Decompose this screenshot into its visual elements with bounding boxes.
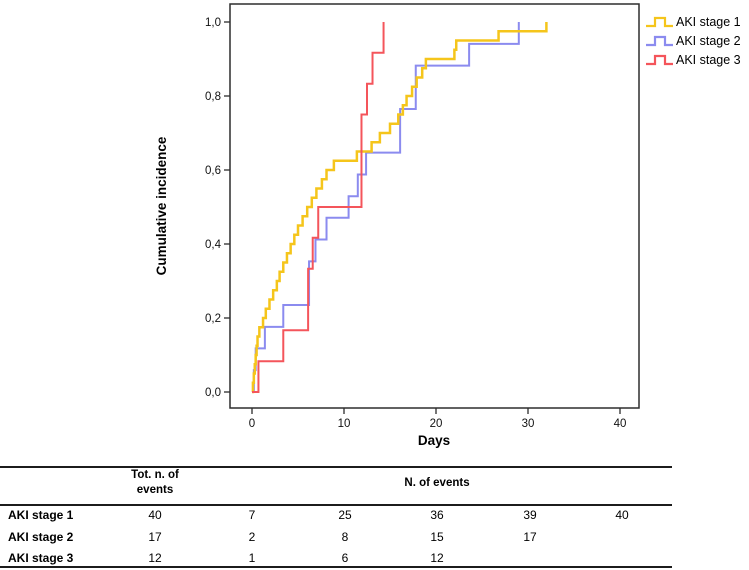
- table-cell-events: 12: [430, 551, 444, 565]
- table-cell-events: 39: [523, 508, 537, 522]
- y-tick-label: 0,4: [205, 239, 222, 251]
- series-line-aki-stage-1: [251, 22, 548, 394]
- col-header-total-line1: Tot. n. of: [131, 469, 179, 481]
- table-cell-events: 17: [523, 530, 537, 544]
- table-cell-events: 25: [338, 508, 352, 522]
- y-axis-title: Cumulative incidence: [154, 136, 169, 275]
- chart-legend: AKI stage 1 AKI stage 2 AKI stage 3: [645, 12, 741, 69]
- series-line-aki-stage-2: [252, 22, 520, 393]
- y-tick-label: 0,2: [205, 313, 221, 325]
- y-tick-label: 0,8: [205, 91, 221, 103]
- legend-line-glyph: [646, 35, 673, 46]
- legend-label: AKI stage 1: [676, 14, 741, 29]
- table-cell-total: 17: [148, 530, 162, 544]
- legend-step-line-icon: [646, 35, 673, 46]
- y-tick-label: 1,0: [205, 17, 221, 29]
- legend-step-line-icon: [646, 54, 673, 65]
- table-cell-events: 6: [341, 551, 349, 565]
- x-axis-title: Days: [418, 433, 450, 448]
- table-cell-total: 12: [148, 551, 162, 565]
- table-cell-events: 15: [430, 530, 444, 544]
- table-cell-events: 40: [615, 508, 629, 522]
- table-row-label: AKI stage 1: [8, 508, 74, 522]
- table-rule-mid: [0, 504, 672, 506]
- col-header-total-line2: events: [136, 484, 174, 496]
- table-cell-total: 40: [148, 508, 162, 522]
- axis-ticks: 0 10 20 30 40 0,0 0,2 0,4 0,6 0,8 1,0: [205, 17, 626, 430]
- series-line-aki-stage-3: [252, 22, 385, 393]
- y-tick-label: 0,6: [205, 165, 221, 177]
- legend-step-line-icon: [646, 16, 673, 27]
- table-cell-events: 7: [248, 508, 256, 522]
- col-header-events: N. of events: [404, 477, 470, 489]
- table-cell-events: 2: [248, 530, 256, 544]
- table-cell-events: 1: [248, 551, 256, 565]
- table-cell-events: 36: [430, 508, 444, 522]
- legend-item: AKI stage 1: [645, 12, 741, 31]
- table-row-label: AKI stage 2: [8, 530, 74, 544]
- y-tick-label: 0,0: [205, 387, 221, 399]
- legend-line-glyph: [646, 54, 673, 65]
- cumulative-incidence-chart: 0 10 20 30 40 0,0 0,2 0,4 0,6 0,8 1,0 Days Cumulat…: [154, 3, 640, 448]
- legend-label: AKI stage 3: [676, 52, 741, 67]
- legend-line-glyph: [646, 16, 673, 27]
- legend-label: AKI stage 2: [676, 33, 741, 48]
- table-rule-top: [0, 466, 672, 468]
- legend-item: AKI stage 3: [645, 50, 741, 69]
- x-tick-label: 40: [614, 418, 627, 430]
- plot-frame: [229, 3, 640, 409]
- x-tick-label: 0: [249, 418, 255, 430]
- x-tick-label: 20: [430, 418, 443, 430]
- table-rule-bottom: [0, 566, 672, 568]
- series-lines: [251, 22, 548, 394]
- x-tick-label: 10: [338, 418, 351, 430]
- table-cell-events: 8: [341, 530, 349, 544]
- legend-item: AKI stage 2: [645, 31, 741, 50]
- table-row-label: AKI stage 3: [8, 551, 74, 565]
- x-tick-label: 30: [522, 418, 535, 430]
